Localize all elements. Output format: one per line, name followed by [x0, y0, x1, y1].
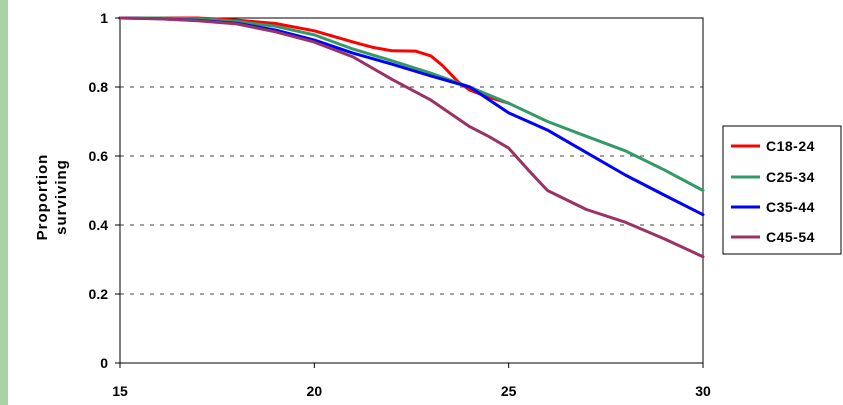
gridlines	[120, 86, 703, 295]
x-tick-label: 30	[695, 383, 711, 399]
y-tick-label: 0	[100, 355, 108, 371]
x-tick-label: 20	[307, 383, 323, 399]
series-line-c18-24	[118, 16, 511, 105]
legend: C18-24 C25-34 C35-44 C45-54	[722, 125, 842, 255]
left-accent-band	[0, 0, 8, 405]
y-tick-label: 0.2	[89, 286, 109, 302]
y-tick-label: 0.6	[89, 148, 109, 164]
y-axis-title-line-2: surviving	[53, 159, 70, 235]
x-axis-ticks: 15 20 25 30	[112, 363, 711, 399]
legend-label-c45-54: C45-54	[766, 229, 815, 245]
series-line-c25-34	[118, 16, 705, 192]
y-tick-label: 0.8	[89, 79, 109, 95]
y-axis-title-line-1: Proportion	[34, 154, 51, 241]
legend-label-c18-24: C18-24	[766, 138, 815, 154]
y-tick-label: 0.4	[89, 217, 109, 233]
x-tick-label: 15	[112, 383, 128, 399]
legend-label-c35-44: C35-44	[766, 199, 815, 215]
series-lines	[118, 16, 705, 259]
series-line-c35-44	[118, 16, 705, 217]
legend-label-c25-34: C25-34	[766, 169, 815, 185]
x-tick-label: 25	[501, 383, 517, 399]
series-line-c45-54	[118, 16, 705, 259]
y-axis-ticks: 0 0.2 0.4 0.6 0.8 1	[89, 10, 120, 371]
y-tick-label: 1	[100, 10, 108, 26]
